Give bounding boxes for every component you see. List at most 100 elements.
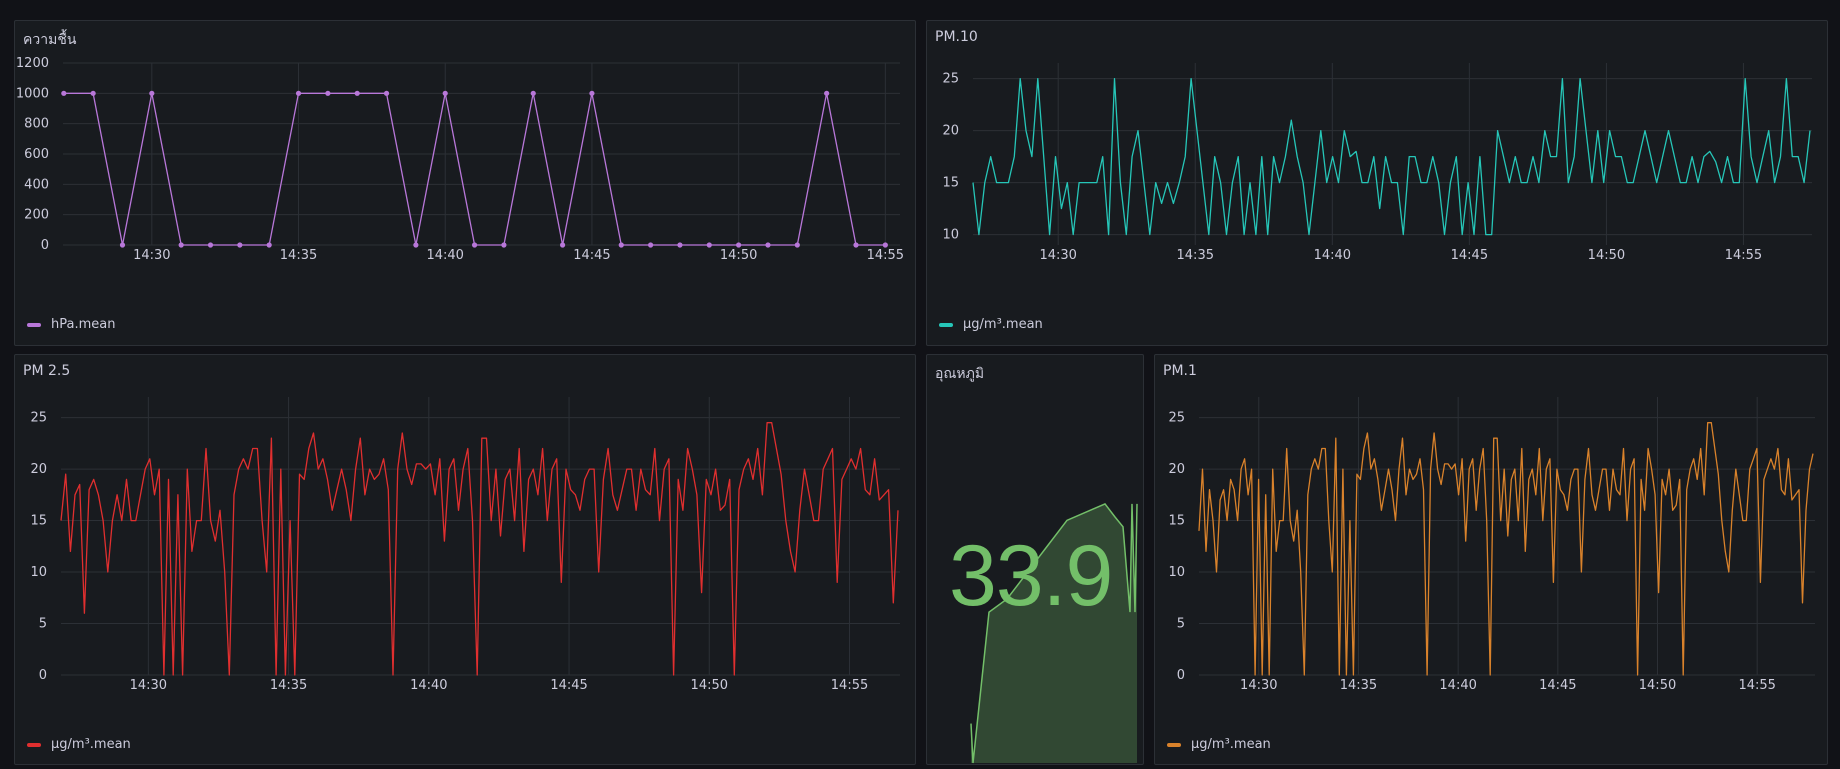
x-tick-label: 14:45 bbox=[1539, 678, 1576, 693]
data-point bbox=[765, 242, 771, 248]
data-point bbox=[119, 242, 126, 248]
series-line bbox=[972, 77, 1811, 236]
x-tick-label: 14:50 bbox=[1639, 678, 1676, 693]
y-tick-label: 20 bbox=[30, 462, 47, 477]
x-tick-label: 14:40 bbox=[1314, 248, 1351, 263]
y-tick-label: 400 bbox=[24, 177, 49, 192]
sparkline-line bbox=[970, 502, 1138, 764]
panel-temperature: อุณหภูมิ 33.9 bbox=[926, 354, 1144, 765]
dashboard-top-strip bbox=[0, 0, 1840, 12]
legend[interactable]: hPa.mean bbox=[27, 317, 115, 332]
y-tick-label: 25 bbox=[30, 411, 47, 426]
y-tick-label: 0 bbox=[1177, 668, 1185, 683]
legend[interactable]: µg/m³.mean bbox=[27, 737, 131, 752]
panel-title[interactable]: ความชื้น bbox=[23, 32, 77, 48]
x-tick-label: 14:45 bbox=[573, 248, 610, 263]
y-tick-label: 15 bbox=[1168, 514, 1185, 529]
data-point bbox=[559, 242, 566, 248]
data-point bbox=[237, 242, 243, 248]
panel-title[interactable]: PM.10 bbox=[935, 29, 978, 45]
data-point bbox=[853, 242, 859, 248]
y-tick-label: 0 bbox=[39, 668, 47, 683]
x-tick-label: 14:50 bbox=[1588, 248, 1625, 263]
x-tick-label: 14:45 bbox=[550, 678, 587, 693]
legend-label: hPa.mean bbox=[51, 317, 116, 332]
series-line bbox=[1198, 422, 1814, 676]
legend-label: µg/m³.mean bbox=[963, 317, 1043, 332]
x-tick-label: 14:35 bbox=[280, 248, 317, 263]
data-point bbox=[266, 242, 272, 248]
data-point bbox=[413, 242, 419, 248]
data-point bbox=[149, 90, 155, 96]
legend-swatch-icon bbox=[27, 322, 41, 327]
y-tick-label: 10 bbox=[942, 228, 959, 243]
data-point bbox=[794, 242, 800, 248]
x-tick-label: 14:45 bbox=[1451, 248, 1488, 263]
x-tick-label: 14:55 bbox=[831, 678, 868, 693]
data-point bbox=[618, 242, 624, 248]
x-tick-label: 14:55 bbox=[1725, 248, 1762, 263]
y-tick-label: 1200 bbox=[16, 56, 49, 71]
data-point bbox=[589, 90, 595, 96]
x-tick-label: 14:55 bbox=[867, 248, 904, 263]
y-tick-label: 15 bbox=[942, 176, 959, 191]
data-point bbox=[295, 90, 302, 96]
legend[interactable]: µg/m³.mean bbox=[1167, 737, 1271, 752]
x-tick-label: 14:35 bbox=[1340, 678, 1377, 693]
data-point bbox=[207, 242, 214, 248]
x-tick-label: 14:30 bbox=[133, 248, 170, 263]
panel-title[interactable]: PM.1 bbox=[1163, 363, 1197, 379]
x-tick-label: 14:40 bbox=[410, 678, 447, 693]
data-point bbox=[61, 90, 67, 96]
legend-label: µg/m³.mean bbox=[1191, 737, 1271, 752]
x-tick-label: 14:50 bbox=[691, 678, 728, 693]
x-tick-label: 14:35 bbox=[1177, 248, 1214, 263]
panel-humidity: ความชื้น 0 200 400 600 800 1000 1200 14:30 14:35… bbox=[14, 20, 916, 346]
data-point bbox=[706, 242, 712, 248]
y-tick-label: 200 bbox=[24, 208, 49, 223]
y-tick-label: 20 bbox=[1168, 462, 1185, 477]
panel-pm10: PM.10 10 15 20 25 14:30 14:35 14:40 14:45 14:50 1… bbox=[926, 20, 1828, 346]
y-tick-label: 0 bbox=[41, 238, 49, 253]
y-tick-label: 10 bbox=[1168, 565, 1185, 580]
data-point bbox=[677, 242, 683, 248]
y-tick-label: 5 bbox=[1177, 617, 1185, 632]
x-tick-label: 14:40 bbox=[1439, 678, 1476, 693]
y-tick-label: 20 bbox=[942, 124, 959, 139]
panel-title[interactable]: PM 2.5 bbox=[23, 363, 71, 379]
panel-title[interactable]: อุณหภูมิ bbox=[935, 366, 985, 382]
legend[interactable]: µg/m³.mean bbox=[939, 317, 1043, 332]
x-tick-label: 14:35 bbox=[270, 678, 307, 693]
y-tick-label: 10 bbox=[30, 565, 47, 580]
data-point bbox=[471, 242, 478, 248]
y-tick-label: 25 bbox=[942, 72, 959, 87]
pm10-chart: 10 15 20 25 14:30 14:35 14:40 14:45 14:50 14:55 bbox=[942, 63, 1812, 263]
y-tick-label: 15 bbox=[30, 514, 47, 529]
humidity-chart: 0 200 400 600 800 1000 1200 14:30 14:35 14:40 14:4… bbox=[16, 56, 904, 263]
y-tick-label: 600 bbox=[24, 147, 49, 162]
x-tick-label: 14:30 bbox=[130, 678, 167, 693]
panel-pm25: PM 2.5 0 5 10 15 20 25 14:30 14:35 14:40 14:45 14:… bbox=[14, 354, 916, 765]
x-tick-label: 14:50 bbox=[720, 248, 757, 263]
y-tick-label: 800 bbox=[24, 117, 49, 132]
x-tick-label: 14:30 bbox=[1240, 678, 1277, 693]
y-tick-label: 25 bbox=[1168, 411, 1185, 426]
legend-label: µg/m³.mean bbox=[51, 737, 131, 752]
pm25-chart: 0 5 10 15 20 25 14:30 14:35 14:40 14:45 14:50 14:55 bbox=[30, 397, 900, 693]
panel-pm1: PM.1 0 5 10 15 20 25 14:30 14:35 14:40 14:45 14:50… bbox=[1154, 354, 1828, 765]
temperature-sparkline bbox=[970, 502, 1138, 764]
pm1-chart: 0 5 10 15 20 25 14:30 14:35 14:40 14:45 14:50 14:55 bbox=[1168, 397, 1815, 693]
data-point bbox=[325, 90, 331, 96]
x-tick-label: 14:55 bbox=[1738, 678, 1775, 693]
data-point bbox=[824, 90, 830, 96]
data-point bbox=[383, 90, 390, 96]
series-line bbox=[63, 92, 886, 246]
legend-swatch-icon bbox=[1167, 742, 1181, 747]
sparkline-area bbox=[971, 503, 1137, 763]
data-point bbox=[530, 90, 536, 96]
series-line bbox=[60, 422, 899, 676]
y-tick-label: 1000 bbox=[16, 86, 49, 101]
data-point bbox=[354, 90, 360, 96]
y-tick-label: 5 bbox=[39, 617, 47, 632]
x-tick-label: 14:40 bbox=[426, 248, 463, 263]
